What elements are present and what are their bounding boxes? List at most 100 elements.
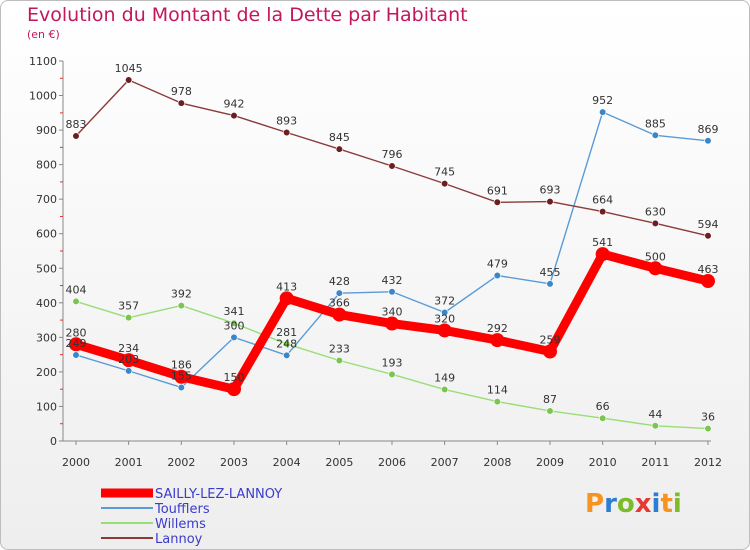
data-label: 500: [645, 250, 666, 263]
data-point: [174, 369, 189, 384]
data-point: [388, 288, 396, 296]
data-label: 203: [118, 353, 139, 366]
data-point: [72, 297, 80, 306]
logo-letter: i: [651, 489, 661, 519]
data-label: 463: [698, 263, 719, 276]
proxiti-logo: Proxiti: [585, 489, 682, 519]
data-label: 428: [329, 275, 350, 288]
x-tick-label: 2004: [273, 456, 301, 469]
logo-letter: P: [585, 489, 605, 519]
data-label: 630: [645, 205, 666, 218]
data-label: 883: [66, 118, 87, 131]
data-point: [72, 351, 80, 359]
data-label: 66: [596, 400, 610, 413]
logo-letter: t: [660, 489, 673, 519]
logo-letter: o: [616, 489, 635, 519]
data-point: [335, 289, 343, 297]
x-tick-label: 2008: [483, 456, 511, 469]
data-label: 36: [701, 411, 715, 424]
data-label: 259: [540, 334, 561, 347]
data-point: [651, 219, 659, 227]
data-point: [332, 307, 347, 322]
data-point: [441, 308, 449, 317]
data-point: [599, 414, 607, 422]
data-point: [230, 111, 238, 120]
data-point: [283, 128, 291, 137]
data-point: [388, 162, 396, 170]
data-point: [283, 351, 291, 359]
data-label: 845: [329, 131, 350, 144]
data-point: [546, 280, 554, 288]
data-label: 366: [329, 297, 350, 310]
y-tick-label: 900: [36, 124, 57, 137]
data-label: 186: [171, 359, 192, 372]
y-tick-label: 100: [36, 400, 57, 413]
data-label: 320: [434, 312, 455, 325]
data-point: [704, 232, 712, 240]
data-label: 978: [171, 85, 192, 98]
legend-label: Toufflers: [154, 502, 210, 517]
x-tick-label: 2003: [220, 456, 248, 469]
y-tick-label: 1100: [29, 55, 57, 68]
data-label: 248: [276, 337, 297, 350]
data-point: [490, 333, 505, 348]
data-label: 796: [382, 148, 403, 161]
y-tick-label: 300: [36, 331, 57, 344]
x-tick-label: 2010: [589, 456, 617, 469]
series-willems: [72, 297, 712, 433]
series-lannoy: [72, 76, 712, 240]
legend-label: Willems: [155, 517, 206, 532]
data-label: 952: [592, 94, 613, 107]
data-point: [651, 131, 659, 139]
data-point: [227, 382, 241, 397]
data-label: 372: [434, 294, 455, 307]
data-point: [335, 145, 343, 153]
data-label: 340: [382, 306, 403, 319]
y-tick-label: 800: [36, 159, 57, 172]
logo-letter: x: [634, 489, 652, 519]
data-point: [125, 314, 133, 322]
x-tick-label: 2001: [115, 456, 143, 469]
data-point: [704, 137, 712, 145]
data-label: 893: [276, 115, 297, 128]
data-label: 233: [329, 343, 350, 356]
data-label: 87: [543, 393, 557, 406]
data-label: 234: [118, 342, 139, 355]
data-point: [595, 247, 610, 262]
data-label: 1045: [115, 62, 143, 75]
data-point: [125, 76, 133, 84]
data-label: 745: [434, 166, 455, 179]
y-tick-label: 600: [36, 228, 57, 241]
data-point: [279, 291, 294, 306]
data-label: 869: [698, 123, 719, 136]
x-tick-label: 2006: [378, 456, 406, 469]
data-point: [121, 353, 136, 368]
series-sailly-lez-lannoy: [69, 247, 715, 397]
data-label: 150: [224, 371, 245, 384]
data-label: 392: [171, 288, 192, 301]
data-label: 193: [382, 356, 403, 369]
data-label: 885: [645, 117, 666, 130]
data-point: [388, 370, 396, 378]
logo-letter: r: [604, 489, 617, 519]
data-point: [441, 180, 449, 188]
x-tick-label: 2011: [641, 456, 669, 469]
data-label: 404: [66, 283, 87, 296]
data-point: [385, 316, 399, 331]
y-tick-label: 200: [36, 366, 57, 379]
x-tick-label: 2007: [431, 456, 459, 469]
data-label: 691: [487, 184, 508, 197]
data-point: [599, 208, 607, 216]
data-point: [441, 385, 449, 394]
data-label: 413: [276, 280, 297, 293]
legend-label: Lannoy: [155, 532, 203, 547]
data-point: [493, 198, 501, 206]
y-tick-label: 700: [36, 193, 57, 206]
data-point: [701, 274, 715, 289]
data-point: [177, 99, 185, 107]
chart-title: Evolution du Montant de la Dette par Hab…: [27, 4, 468, 26]
data-label: 455: [540, 266, 561, 279]
x-tick-label: 2000: [62, 456, 90, 469]
